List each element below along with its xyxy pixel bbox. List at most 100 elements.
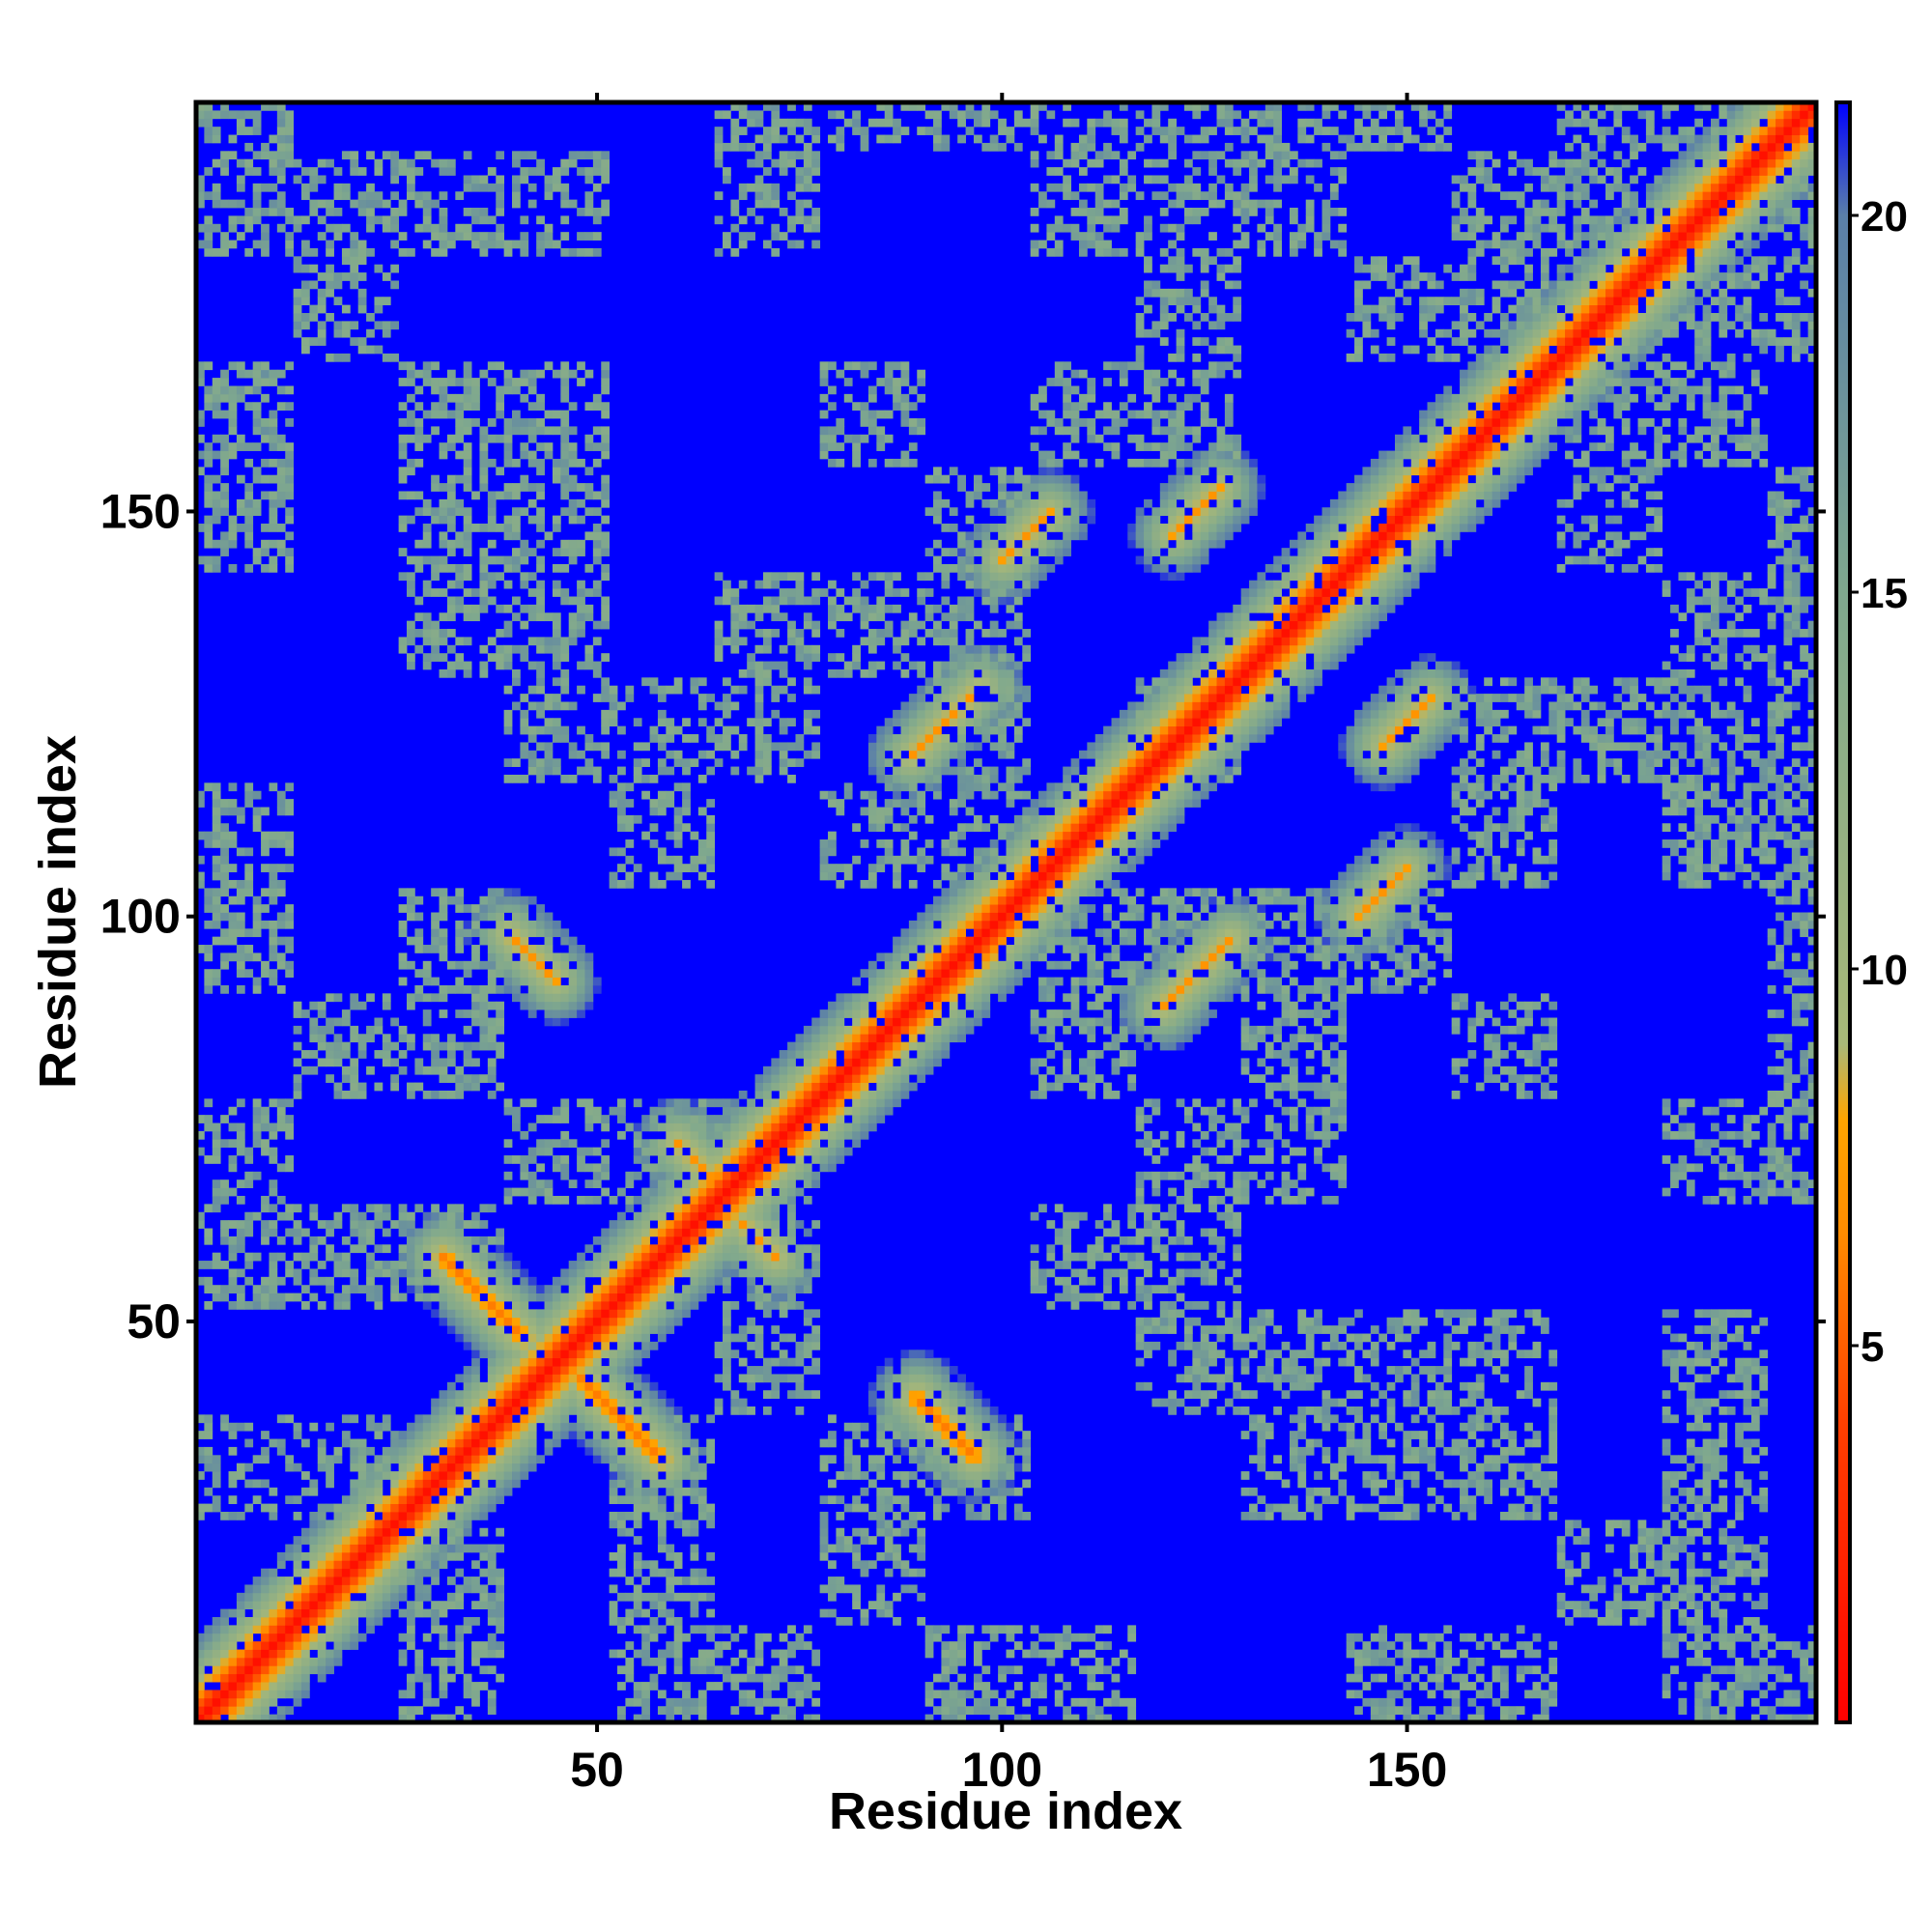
heatmap-cell <box>285 142 295 152</box>
heatmap-cell <box>269 1601 278 1610</box>
heatmap-cell <box>633 1268 642 1278</box>
heatmap-cell <box>463 1261 472 1269</box>
heatmap-cell <box>309 1268 319 1278</box>
heatmap-cell <box>512 960 521 970</box>
heatmap-cell <box>723 1325 731 1334</box>
heatmap-cell <box>479 1350 489 1359</box>
heatmap-cell <box>803 612 812 622</box>
heatmap-cell <box>309 1551 319 1561</box>
heatmap-cell <box>455 402 465 412</box>
heatmap-cell <box>269 1220 278 1229</box>
heatmap-cell <box>657 694 667 702</box>
heatmap-cell <box>673 1616 683 1626</box>
heatmap-cell <box>463 1381 472 1391</box>
heatmap-cell <box>366 993 375 1003</box>
heatmap-cell <box>617 1325 626 1334</box>
heatmap-cell <box>560 191 570 201</box>
heatmap-cell <box>723 167 731 176</box>
heatmap-cell <box>649 1147 659 1156</box>
heatmap-cell <box>350 1503 359 1513</box>
heatmap-cell <box>463 467 472 476</box>
heatmap-cell <box>317 1665 327 1675</box>
heatmap-cell <box>276 1293 286 1302</box>
heatmap-cell <box>212 790 221 800</box>
heatmap-cell <box>536 418 545 427</box>
heatmap-cell <box>738 1171 748 1180</box>
heatmap-cell <box>236 945 245 953</box>
heatmap-cell <box>601 1366 611 1375</box>
heatmap-cell <box>366 1608 375 1618</box>
heatmap-cell <box>252 191 262 201</box>
heatmap-cell <box>779 1098 788 1108</box>
heatmap-cell <box>738 1673 748 1683</box>
heatmap-cell <box>641 1577 650 1585</box>
heatmap-cell <box>414 984 424 994</box>
heatmap-cell <box>390 175 400 185</box>
heatmap-cell <box>317 321 327 330</box>
heatmap-cell <box>617 1568 626 1577</box>
heatmap-cell <box>374 1455 384 1464</box>
heatmap-cell <box>560 361 570 371</box>
heatmap-cell <box>520 1357 529 1367</box>
heatmap-cell <box>431 247 440 257</box>
heatmap-cell <box>382 1511 391 1520</box>
heatmap-cell <box>398 1633 408 1642</box>
heatmap-cell <box>414 1438 424 1448</box>
heatmap-cell <box>771 158 781 168</box>
heatmap-cell <box>754 1171 764 1180</box>
heatmap-cell <box>252 361 262 371</box>
heatmap-cell <box>382 353 391 362</box>
heatmap-cell <box>407 410 415 419</box>
heatmap-cell <box>204 984 213 994</box>
heatmap-cell <box>204 888 213 897</box>
heatmap-cell <box>431 1536 440 1545</box>
heatmap-cell <box>390 1577 400 1585</box>
heatmap-cell <box>431 653 440 662</box>
heatmap-cell <box>560 426 570 436</box>
heatmap-cell <box>706 831 716 840</box>
heatmap-cell <box>527 199 537 209</box>
heatmap-cell <box>795 1139 805 1149</box>
heatmap-cell <box>196 369 205 379</box>
heatmap-cell <box>439 1422 448 1432</box>
heatmap-cell <box>503 563 513 573</box>
heatmap-cell <box>512 385 521 395</box>
heatmap-cell <box>446 524 456 532</box>
heatmap-cell <box>479 474 489 484</box>
heatmap-cell <box>609 1422 618 1432</box>
heatmap-cell <box>536 969 545 978</box>
heatmap-cell <box>601 410 611 419</box>
heatmap-cell <box>738 215 748 225</box>
heatmap-cell <box>503 418 513 427</box>
heatmap-cell <box>236 1300 245 1310</box>
heatmap-cell <box>560 1406 570 1415</box>
heatmap-cell <box>350 1285 359 1293</box>
heatmap-cell <box>496 1592 505 1602</box>
heatmap-cell <box>398 1228 408 1237</box>
heatmap-cell <box>536 1001 545 1010</box>
heatmap-cell <box>285 1682 295 1690</box>
heatmap-cell <box>568 498 578 508</box>
heatmap-cell <box>276 1211 286 1221</box>
heatmap-cell <box>276 1714 286 1723</box>
heatmap-cell <box>625 1350 635 1359</box>
heatmap-cell <box>673 1106 683 1116</box>
heatmap-cell <box>771 742 781 752</box>
heatmap-cell <box>252 1682 262 1690</box>
heatmap-cell <box>269 1293 278 1302</box>
heatmap-cell <box>520 895 529 905</box>
heatmap-cell <box>625 1171 635 1180</box>
heatmap-cell <box>520 1171 529 1180</box>
heatmap-cell <box>795 1690 805 1699</box>
heatmap-cell <box>811 240 821 249</box>
heatmap-cell <box>795 199 805 209</box>
heatmap-cell <box>333 1220 343 1229</box>
heatmap-cell <box>754 175 764 185</box>
heatmap-cell <box>811 1268 821 1278</box>
heatmap-cell <box>261 1690 270 1699</box>
heatmap-cell <box>236 1665 245 1675</box>
heatmap-cell <box>414 895 424 905</box>
heatmap-cell <box>762 572 772 582</box>
heatmap-cell <box>771 1390 781 1400</box>
heatmap-cell <box>276 191 286 201</box>
